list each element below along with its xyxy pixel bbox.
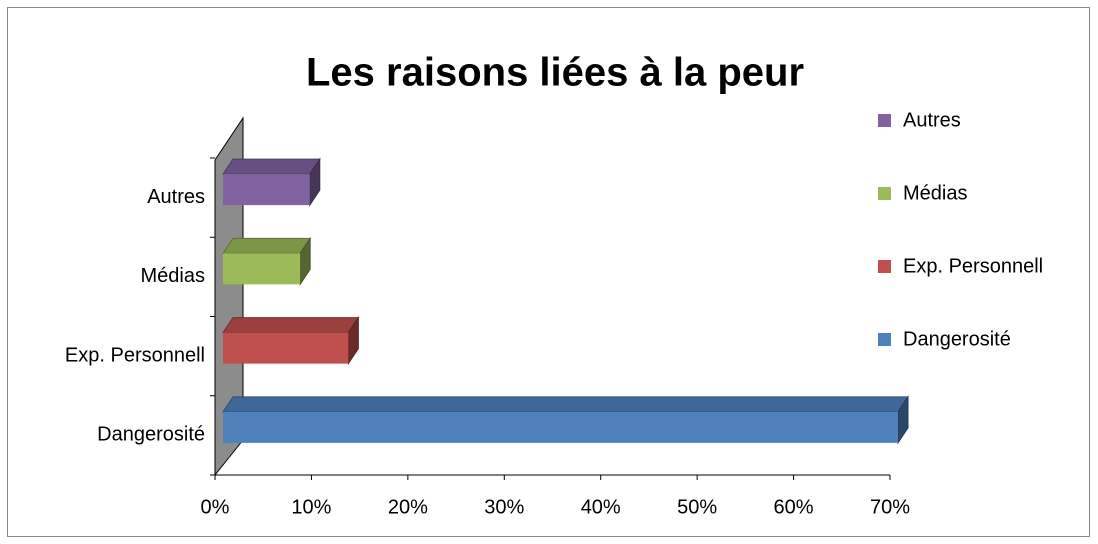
bar xyxy=(223,411,898,443)
legend-swatch xyxy=(878,333,891,346)
x-tick-label: 60% xyxy=(774,496,814,518)
x-tick-label: 50% xyxy=(677,496,717,518)
bar-top xyxy=(222,237,312,254)
x-tick-label: 10% xyxy=(291,496,331,518)
y-tick-label: Exp. Personnell xyxy=(65,344,205,366)
bar xyxy=(223,332,349,364)
x-tick-label: 70% xyxy=(870,496,910,518)
x-tick-label: 30% xyxy=(484,496,524,518)
x-tick-label: 40% xyxy=(581,496,621,518)
legend-swatch xyxy=(878,260,891,273)
x-tick-label: 20% xyxy=(388,496,428,518)
legend-swatch xyxy=(878,187,891,200)
legend-label: Dangerosité xyxy=(903,328,1011,350)
legend-label: Autres xyxy=(903,109,961,131)
chart-border xyxy=(7,7,1090,537)
bar xyxy=(223,253,301,285)
bar xyxy=(223,174,310,206)
x-tick-label: 0% xyxy=(201,496,230,518)
y-tick-label: Médias xyxy=(141,265,205,287)
y-tick-label: Dangerosité xyxy=(97,424,205,446)
chart-title: Les raisons liées à la peur xyxy=(306,51,804,95)
legend-label: Médias xyxy=(903,182,967,204)
legend-swatch xyxy=(878,114,891,127)
y-tick-label: Autres xyxy=(147,186,205,208)
bar-top xyxy=(222,396,909,413)
legend-label: Exp. Personnell xyxy=(903,255,1043,277)
bar-top xyxy=(222,317,360,334)
bar-top xyxy=(222,158,321,175)
